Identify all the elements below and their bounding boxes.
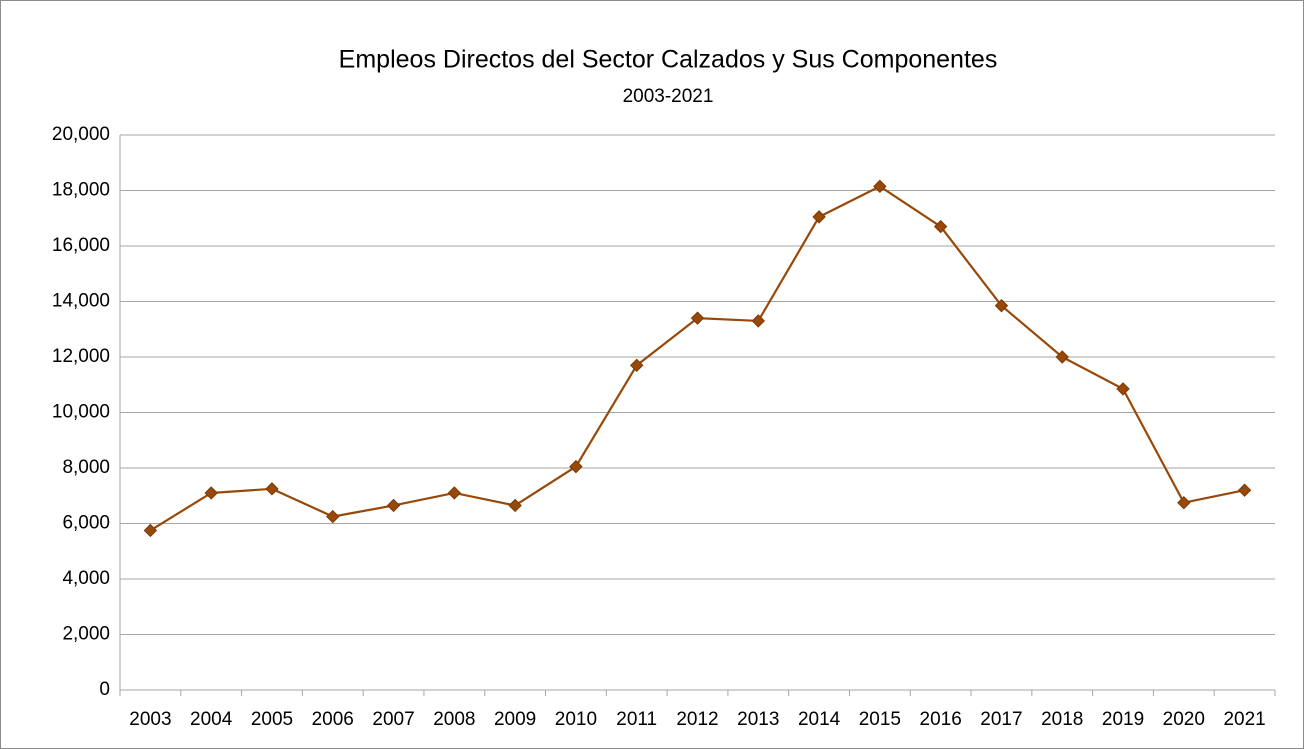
x-tick-label: 2019 <box>1102 709 1144 730</box>
y-tick-label: 12,000 <box>52 346 110 367</box>
x-tick-label: 2008 <box>433 709 475 730</box>
y-tick-label: 0 <box>99 679 110 700</box>
x-tick-label: 2003 <box>129 709 171 730</box>
marker <box>1237 483 1252 497</box>
marker <box>690 311 705 325</box>
marker <box>326 509 340 524</box>
y-tick-label: 10,000 <box>52 402 110 423</box>
marker <box>386 498 401 513</box>
marker <box>630 358 644 373</box>
marker <box>751 314 765 328</box>
marker <box>994 298 1009 313</box>
chart-title: Empleos Directos del Sector Calzados y S… <box>339 46 998 74</box>
marker <box>1116 382 1130 396</box>
marker <box>1177 495 1191 510</box>
marker <box>812 210 826 224</box>
x-tick-label: 2005 <box>251 709 293 730</box>
x-tick-label: 2017 <box>980 709 1022 730</box>
y-tick-label: 8,000 <box>62 457 110 478</box>
marker <box>1055 350 1069 364</box>
x-tick-label: 2012 <box>676 709 718 730</box>
x-tick-label: 2015 <box>859 709 901 730</box>
x-tick-label: 2021 <box>1223 709 1265 730</box>
x-tick-label: 2014 <box>798 709 841 730</box>
x-tick-label: 2007 <box>372 709 414 730</box>
x-tick-label: 2013 <box>737 709 779 730</box>
x-tick-label: 2018 <box>1041 709 1083 730</box>
y-tick-label: 6,000 <box>62 513 110 534</box>
chart-subtitle: 2003-2021 <box>623 86 714 107</box>
x-tick-label: 2010 <box>555 709 597 730</box>
y-tick-label: 4,000 <box>62 568 110 589</box>
x-tick-label: 2004 <box>190 709 233 730</box>
x-tick-label: 2006 <box>312 709 354 730</box>
marker <box>447 486 462 500</box>
y-tick-label: 2,000 <box>62 624 110 645</box>
marker <box>873 179 887 194</box>
x-tick-label: 2016 <box>920 709 962 730</box>
y-tick-label: 14,000 <box>52 291 110 312</box>
marker <box>204 486 218 500</box>
y-tick-label: 20,000 <box>52 124 110 145</box>
x-tick-label: 2009 <box>494 709 536 730</box>
x-tick-label: 2020 <box>1163 709 1205 730</box>
marker <box>569 459 583 474</box>
y-tick-label: 18,000 <box>52 180 110 201</box>
marker <box>265 482 279 496</box>
x-tick-label: 2011 <box>616 709 657 730</box>
marker <box>143 523 158 538</box>
y-tick-label: 16,000 <box>52 235 110 256</box>
marker <box>508 498 522 513</box>
marker <box>933 219 948 234</box>
